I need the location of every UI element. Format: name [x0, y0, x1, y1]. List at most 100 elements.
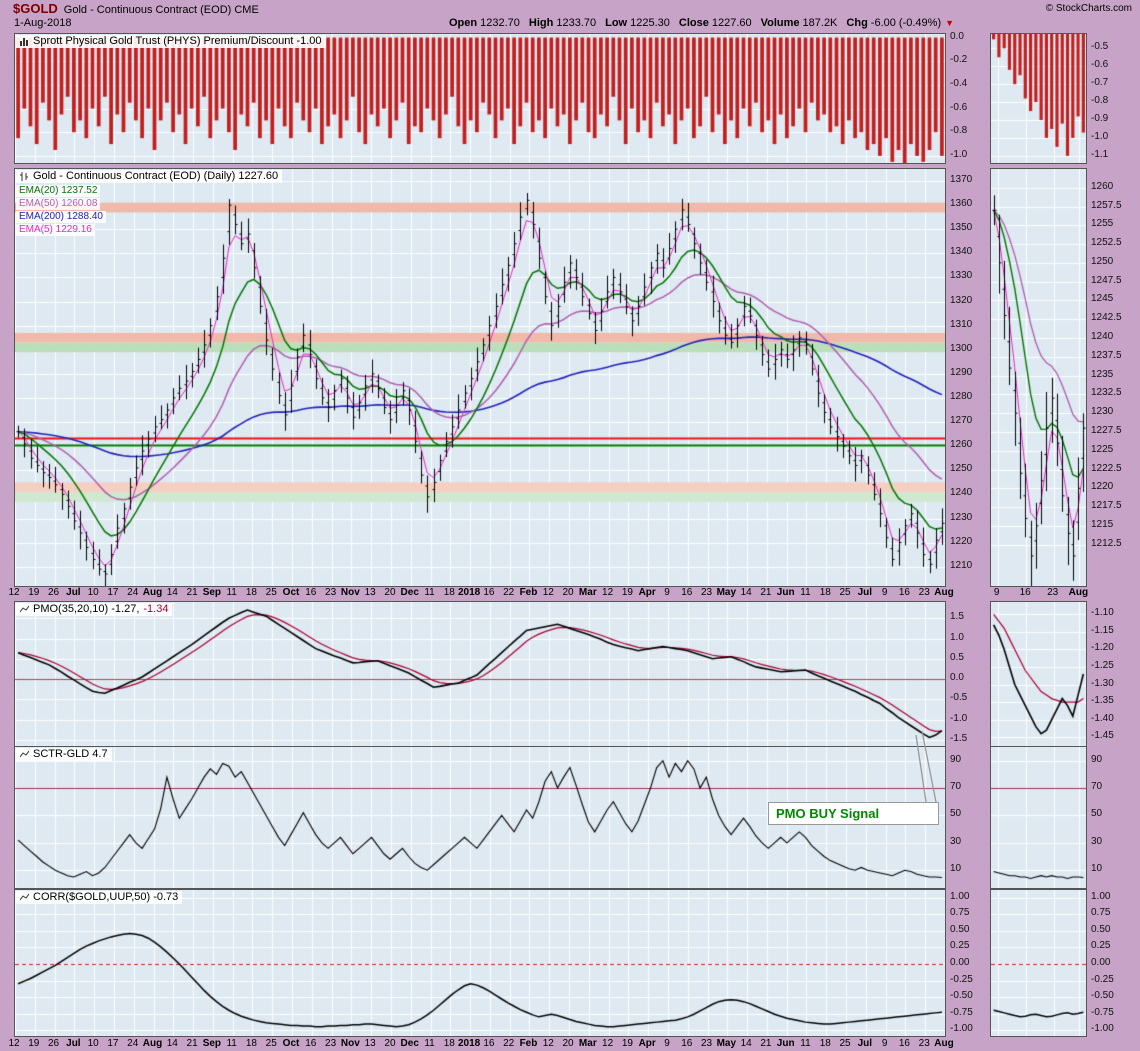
ema5-legend: EMA(5) 1229.16	[16, 224, 95, 236]
y-tick-label: -0.8	[1091, 95, 1109, 107]
y-tick-label: 70	[950, 781, 962, 793]
y-tick-label: -1.00	[1091, 1023, 1114, 1035]
change-down-icon: ▼	[945, 18, 955, 28]
y-tick-label: 10	[1091, 863, 1103, 875]
quote-stats: Open 1232.70 High 1233.70 Low 1225.30 Cl…	[440, 17, 954, 29]
y-tick-label: 1350	[950, 222, 973, 234]
stat-close-value: 1227.60	[711, 17, 752, 29]
x-tick-label: 20	[384, 587, 396, 598]
copyright: © StockCharts.com	[1045, 3, 1132, 14]
x-tick-label: 19	[28, 1038, 40, 1049]
y-tick-label: -1.00	[950, 1023, 973, 1035]
y-tick-label: 1320	[950, 294, 973, 306]
stat-volume-label: Volume	[760, 17, 800, 29]
y-tick-label: 1250	[950, 463, 973, 475]
y-tick-label: -1.35	[1091, 695, 1114, 707]
phys-histogram	[14, 33, 946, 164]
ema50-legend: EMA(50) 1260.08	[16, 198, 101, 210]
y-tick-label: 30	[1091, 835, 1103, 847]
x-tick-label: 17	[107, 1038, 119, 1049]
y-tick-label: -0.5	[950, 692, 968, 704]
y-tick-label: -1.40	[1091, 712, 1114, 724]
y-tick-label: 1230	[950, 511, 973, 523]
x-tick-label: 9	[993, 587, 1000, 598]
x-tick-label: 21	[760, 587, 772, 598]
x-tick-label: 11	[226, 587, 237, 598]
x-tick-label: 25	[839, 587, 851, 598]
x-tick-label: 18	[443, 587, 455, 598]
x-tick-label: Oct	[282, 587, 300, 598]
y-tick-label: 1260	[950, 439, 973, 451]
mini-sctr-y-axis: 90 70 50 30 10	[1089, 746, 1137, 887]
x-tick-label: Sep	[202, 587, 222, 598]
x-tick-label: Dec	[400, 587, 419, 598]
x-tick-label: Jul	[66, 1038, 81, 1049]
y-tick-label: -1.10	[1091, 607, 1114, 619]
y-tick-label: 90	[950, 753, 962, 765]
y-tick-label: 1220	[1091, 481, 1114, 493]
x-tick-label: 25	[265, 587, 277, 598]
y-tick-label: -1.25	[1091, 659, 1114, 671]
y-tick-label: 1.00	[1091, 890, 1111, 902]
x-tick-label: May	[716, 1038, 737, 1049]
stat-close-label: Close	[678, 17, 709, 29]
y-tick-label: 1222.5	[1091, 462, 1122, 474]
chart-header: $GOLD Gold - Continuous Contract (EOD) C…	[13, 1, 259, 16]
stat-chg-value: -6.00 (-0.49%)	[870, 17, 942, 29]
corr-panel-title: CORR($GOLD,UUP,50) -0.73	[16, 891, 183, 904]
sctr-panel-title: SCTR-GLD 4.7	[16, 748, 112, 761]
y-tick-label: 30	[950, 835, 962, 847]
phys-panel-title-text: Sprott Physical Gold Trust (PHYS) Premiu…	[33, 35, 322, 47]
x-tick-label: 2018	[457, 587, 481, 598]
line-chart-icon	[20, 750, 29, 758]
x-tick-label: Nov	[340, 587, 360, 598]
y-tick-label: 0.75	[950, 907, 970, 919]
price-y-axis: 1370 1360 1350 1340 1330 1320 1310 1300 1290 1280…	[948, 168, 986, 585]
x-tick-label: 24	[127, 587, 139, 598]
x-tick-label: 23	[918, 587, 930, 598]
y-tick-label: -1.0	[950, 148, 968, 160]
y-tick-label: 1230	[1091, 406, 1114, 418]
x-tick-label: Apr	[638, 1038, 656, 1049]
pmo-buy-signal-annotation: PMO BUY Signal	[768, 802, 939, 825]
stat-chg-label: Chg	[846, 17, 868, 29]
x-tick-label: 9	[664, 1038, 670, 1049]
y-tick-label: -0.75	[1091, 1006, 1114, 1018]
y-tick-label: 1215	[1091, 518, 1114, 530]
x-tick-label: 22	[503, 1038, 515, 1049]
y-tick-label: -0.50	[950, 990, 973, 1002]
x-tick-label: 12	[542, 1038, 554, 1049]
x-tick-label: 12	[602, 1038, 614, 1049]
x-tick-label: 16	[305, 587, 317, 598]
y-tick-label: -0.25	[1091, 973, 1114, 985]
x-tick-label: 14	[740, 1038, 752, 1049]
stat-low-label: Low	[605, 17, 628, 29]
y-tick-label: 0.0	[950, 672, 964, 684]
mini-x-axis: 9 16 23 Aug	[990, 586, 1088, 599]
x-tick-label: 9	[664, 587, 670, 598]
mini-corr-chart	[990, 889, 1087, 1037]
x-tick-label: 19	[621, 587, 633, 598]
y-tick-label: -0.7	[1091, 77, 1109, 89]
x-tick-label: 14	[740, 587, 752, 598]
y-tick-label: -1.0	[1091, 130, 1109, 142]
line-chart-icon	[20, 605, 29, 613]
x-tick-label: Aug	[934, 1038, 954, 1049]
y-tick-label: 1250	[1091, 255, 1114, 267]
x-tick-label: Nov	[340, 1038, 360, 1049]
x-tick-label: 26	[48, 587, 60, 598]
y-tick-label: 0.00	[1091, 956, 1111, 968]
x-tick-label: 19	[621, 1038, 633, 1049]
x-tick-label: 18	[443, 1038, 455, 1049]
pmo-panel-title: PMO(35,20,10) -1.27, -1.34	[16, 603, 173, 616]
y-tick-label: -0.4	[950, 77, 968, 89]
x-tick-label: 10	[87, 587, 99, 598]
y-tick-label: 50	[950, 808, 962, 820]
sctr-y-axis: 90 70 50 30 10	[948, 746, 986, 887]
y-tick-label: -0.50	[1091, 990, 1114, 1002]
y-tick-label: 0.5	[950, 651, 964, 663]
price-chart	[14, 168, 946, 587]
y-tick-label: 1.0	[950, 631, 964, 643]
y-tick-label: 1240	[1091, 331, 1114, 343]
